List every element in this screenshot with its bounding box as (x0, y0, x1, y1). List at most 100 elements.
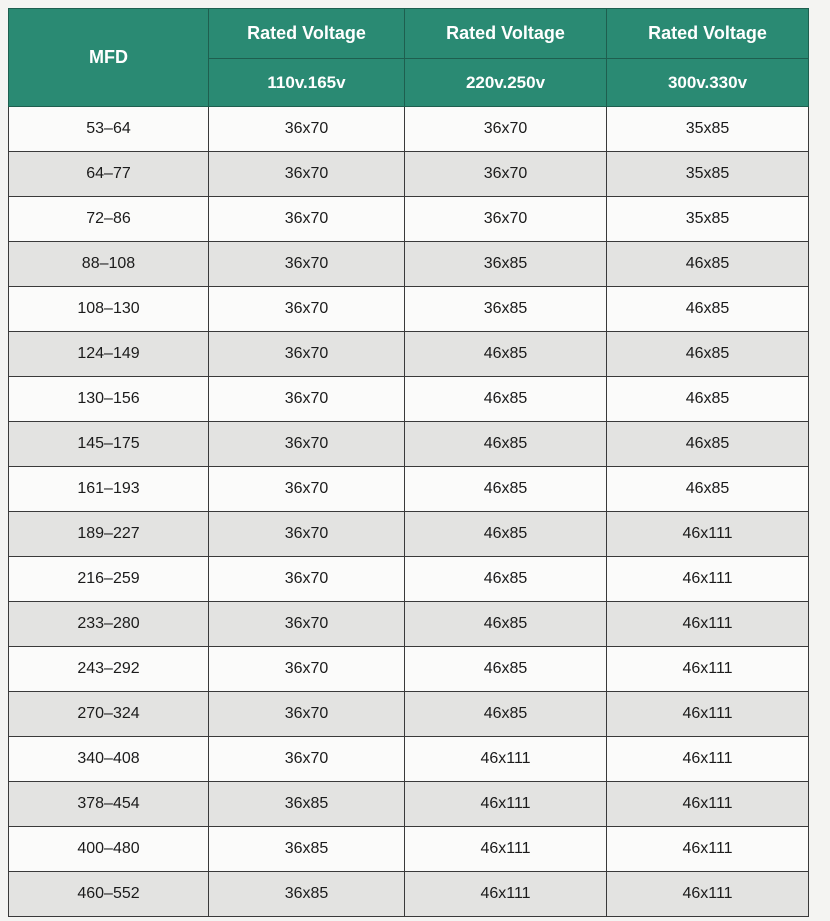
mfd-cell: 53–64 (8, 106, 209, 152)
mfd-cell: 88–108 (8, 241, 209, 287)
size-300-330-cell: 46x85 (606, 466, 809, 512)
size-220-250-cell: 46x111 (404, 826, 607, 872)
mfd-cell: 216–259 (8, 556, 209, 602)
size-110-165-cell: 36x70 (208, 151, 405, 197)
table-row: 270–324 36x70 46x85 46x111 (8, 691, 809, 737)
table-row: 400–480 36x85 46x111 46x111 (8, 826, 809, 872)
size-110-165-cell: 36x70 (208, 241, 405, 287)
size-110-165-cell: 36x70 (208, 736, 405, 782)
capacitor-size-table-sheet: MFD Rated Voltage Rated Voltage Rated Vo… (8, 8, 809, 917)
size-300-330-cell: 46x111 (606, 646, 809, 692)
size-110-165-cell: 36x70 (208, 331, 405, 377)
size-300-330-cell: 46x85 (606, 241, 809, 287)
mfd-cell: 189–227 (8, 511, 209, 557)
table-row: 64–77 36x70 36x70 35x85 (8, 151, 809, 197)
size-220-250-cell: 46x85 (404, 646, 607, 692)
table-header: MFD Rated Voltage Rated Voltage Rated Vo… (8, 8, 809, 107)
size-300-330-cell: 35x85 (606, 196, 809, 242)
mfd-cell: 124–149 (8, 331, 209, 377)
mfd-cell: 108–130 (8, 286, 209, 332)
header-voltage-110-165: 110v.165v (208, 58, 405, 107)
size-110-165-cell: 36x85 (208, 781, 405, 827)
size-220-250-cell: 36x70 (404, 151, 607, 197)
table-row: 340–408 36x70 46x111 46x111 (8, 736, 809, 782)
header-voltage-300-330: 300v.330v (606, 58, 809, 107)
mfd-cell: 64–77 (8, 151, 209, 197)
table-row: 72–86 36x70 36x70 35x85 (8, 196, 809, 242)
table-body: 53–64 36x70 36x70 35x85 64–77 36x70 36x70 35x85… (8, 106, 809, 917)
size-300-330-cell: 46x111 (606, 781, 809, 827)
capacitor-size-table: MFD Rated Voltage Rated Voltage Rated Vo… (8, 8, 809, 917)
table-row: 243–292 36x70 46x85 46x111 (8, 646, 809, 692)
mfd-cell: 400–480 (8, 826, 209, 872)
size-110-165-cell: 36x70 (208, 646, 405, 692)
mfd-cell: 270–324 (8, 691, 209, 737)
size-110-165-cell: 36x70 (208, 511, 405, 557)
mfd-cell: 378–454 (8, 781, 209, 827)
size-220-250-cell: 46x85 (404, 511, 607, 557)
header-rated-voltage-2: Rated Voltage (404, 8, 607, 59)
size-220-250-cell: 46x111 (404, 871, 607, 917)
size-300-330-cell: 35x85 (606, 106, 809, 152)
size-300-330-cell: 46x85 (606, 331, 809, 377)
table-row: 378–454 36x85 46x111 46x111 (8, 781, 809, 827)
size-220-250-cell: 46x85 (404, 376, 607, 422)
size-220-250-cell: 36x70 (404, 106, 607, 152)
table-row: 460–552 36x85 46x111 46x111 (8, 871, 809, 917)
header-row-voltage-values: 110v.165v 220v.250v 300v.330v (9, 58, 809, 107)
size-300-330-cell: 46x111 (606, 871, 809, 917)
mfd-cell: 243–292 (8, 646, 209, 692)
size-220-250-cell: 46x111 (404, 736, 607, 782)
size-110-165-cell: 36x85 (208, 871, 405, 917)
size-300-330-cell: 46x85 (606, 376, 809, 422)
size-110-165-cell: 36x70 (208, 376, 405, 422)
mfd-cell: 72–86 (8, 196, 209, 242)
header-mfd: MFD (8, 8, 209, 107)
mfd-cell: 340–408 (8, 736, 209, 782)
table-row: 130–156 36x70 46x85 46x85 (8, 376, 809, 422)
size-220-250-cell: 46x85 (404, 466, 607, 512)
size-220-250-cell: 46x85 (404, 556, 607, 602)
size-110-165-cell: 36x70 (208, 196, 405, 242)
size-110-165-cell: 36x85 (208, 826, 405, 872)
header-rated-voltage-3: Rated Voltage (606, 8, 809, 59)
size-110-165-cell: 36x70 (208, 286, 405, 332)
header-rated-voltage-1: Rated Voltage (208, 8, 405, 59)
size-220-250-cell: 46x85 (404, 691, 607, 737)
size-220-250-cell: 46x85 (404, 331, 607, 377)
size-300-330-cell: 46x111 (606, 691, 809, 737)
size-220-250-cell: 36x85 (404, 286, 607, 332)
table-row: 145–175 36x70 46x85 46x85 (8, 421, 809, 467)
size-300-330-cell: 46x111 (606, 556, 809, 602)
table-row: 53–64 36x70 36x70 35x85 (8, 106, 809, 152)
size-110-165-cell: 36x70 (208, 421, 405, 467)
size-300-330-cell: 46x85 (606, 421, 809, 467)
size-300-330-cell: 46x111 (606, 736, 809, 782)
size-110-165-cell: 36x70 (208, 466, 405, 512)
table-row: 233–280 36x70 46x85 46x111 (8, 601, 809, 647)
table-row: 108–130 36x70 36x85 46x85 (8, 286, 809, 332)
size-220-250-cell: 46x85 (404, 421, 607, 467)
size-110-165-cell: 36x70 (208, 691, 405, 737)
table-row: 88–108 36x70 36x85 46x85 (8, 241, 809, 287)
size-300-330-cell: 46x111 (606, 511, 809, 557)
table-row: 161–193 36x70 46x85 46x85 (8, 466, 809, 512)
header-voltage-220-250: 220v.250v (404, 58, 607, 107)
table-row: 124–149 36x70 46x85 46x85 (8, 331, 809, 377)
header-row-rated-voltage: MFD Rated Voltage Rated Voltage Rated Vo… (8, 8, 809, 107)
size-220-250-cell: 46x85 (404, 601, 607, 647)
size-220-250-cell: 36x70 (404, 196, 607, 242)
mfd-cell: 460–552 (8, 871, 209, 917)
mfd-cell: 161–193 (8, 466, 209, 512)
table-row: 216–259 36x70 46x85 46x111 (8, 556, 809, 602)
size-220-250-cell: 36x85 (404, 241, 607, 287)
size-300-330-cell: 35x85 (606, 151, 809, 197)
size-300-330-cell: 46x111 (606, 601, 809, 647)
size-110-165-cell: 36x70 (208, 106, 405, 152)
mfd-cell: 130–156 (8, 376, 209, 422)
size-300-330-cell: 46x85 (606, 286, 809, 332)
mfd-cell: 145–175 (8, 421, 209, 467)
size-110-165-cell: 36x70 (208, 601, 405, 647)
mfd-cell: 233–280 (8, 601, 209, 647)
size-110-165-cell: 36x70 (208, 556, 405, 602)
